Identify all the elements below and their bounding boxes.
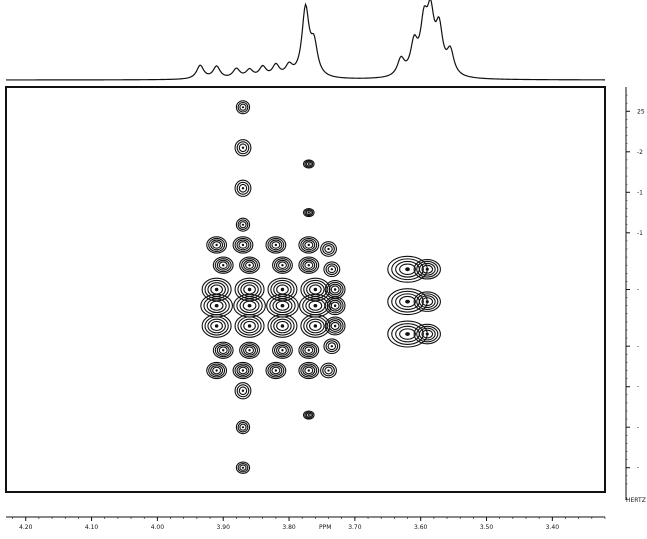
contour-peak-39 — [298, 361, 320, 380]
y-tick-label-2: -1 — [637, 189, 643, 196]
x-tick-label-3: 3.90 — [217, 524, 231, 531]
contour-peak-10 — [320, 241, 337, 257]
x-tick-label-5: 3.70 — [348, 524, 362, 531]
contour-peak-42 — [235, 420, 251, 435]
x-tick-label-4: 3.80 — [282, 524, 296, 531]
contour-peak-14 — [298, 256, 320, 274]
contour-peak-46 — [413, 258, 441, 280]
y-tick-label-1: -2 — [637, 149, 643, 156]
contour-peak-35 — [323, 338, 341, 355]
contour-peak-33 — [272, 341, 293, 359]
x-tick-label-2: 4.00 — [151, 524, 165, 531]
contour-peak-0 — [235, 100, 251, 115]
projection-spectrum — [6, 0, 605, 81]
x-tick-label-6: 3.60 — [414, 524, 428, 531]
contour-peak-22 — [233, 293, 266, 318]
contour-peak-25 — [324, 296, 346, 316]
contour-peak-41 — [234, 382, 252, 400]
y-tick-label-8: - — [637, 465, 639, 472]
contour-peak-43 — [302, 410, 315, 420]
contour-peak-21 — [200, 293, 233, 318]
x-tick-label-0: 4.20 — [19, 524, 33, 531]
contour-peak-40 — [320, 362, 337, 379]
contour-peak-3 — [235, 217, 251, 232]
contour-peak-15 — [323, 261, 341, 278]
contour-peak-44 — [235, 461, 251, 474]
y-tick-label-6: - — [637, 384, 639, 391]
contour-peaks — [200, 100, 441, 474]
contour-peak-23 — [266, 293, 299, 318]
y-tick-label-7: - — [637, 424, 639, 431]
x-tick-label-8: 3.40 — [546, 524, 560, 531]
contour-peak-13 — [272, 256, 293, 274]
contour-peak-20 — [324, 280, 346, 299]
contour-peak-11 — [212, 256, 234, 274]
y-tick-label-3: -1 — [637, 230, 643, 237]
y-tick-label-5: - — [637, 343, 639, 350]
contour-peak-27 — [234, 314, 265, 338]
contour-peak-4 — [302, 159, 315, 169]
contour-peak-5 — [302, 207, 315, 218]
contour-peak-30 — [324, 316, 346, 336]
contour-peak-7 — [232, 236, 254, 254]
y-axis-corner-label: HERTZ — [626, 497, 646, 504]
contour-peak-32 — [239, 341, 260, 359]
x-tick-label-7: 3.50 — [480, 524, 494, 531]
contour-peak-38 — [265, 361, 287, 380]
y-tick-label-0: 25 — [637, 108, 645, 115]
contour-peak-31 — [212, 341, 234, 359]
contour-peak-34 — [298, 341, 320, 359]
contour-peak-48 — [413, 291, 441, 312]
plot-frame — [5, 86, 606, 493]
x-axis-label: PPM — [319, 524, 331, 531]
projection-trace — [6, 0, 605, 81]
contour-peak-2 — [234, 179, 252, 197]
x-tick-label-1: 4.10 — [85, 524, 99, 531]
contour-peak-9 — [298, 236, 320, 254]
y-axis: 25 -2 -1 -1 - - - - - HERTZ — [625, 87, 646, 504]
contour-peak-8 — [265, 236, 287, 254]
contour-peak-12 — [239, 256, 260, 274]
y-tick-label-4: - — [637, 287, 639, 294]
x-axis: 4.20 4.10 4.00 3.90 3.80 3.70 3.60 3.50 3.40 PPM — [6, 516, 606, 531]
contour-peak-28 — [267, 314, 298, 338]
contour-peak-24 — [299, 293, 332, 318]
contour-peak-1 — [234, 139, 252, 157]
contour-peak-6 — [206, 236, 228, 254]
contour-peak-36 — [206, 361, 228, 380]
contour-peak-50 — [413, 323, 441, 345]
contour-peak-26 — [201, 314, 232, 338]
contour-peak-37 — [232, 361, 254, 380]
